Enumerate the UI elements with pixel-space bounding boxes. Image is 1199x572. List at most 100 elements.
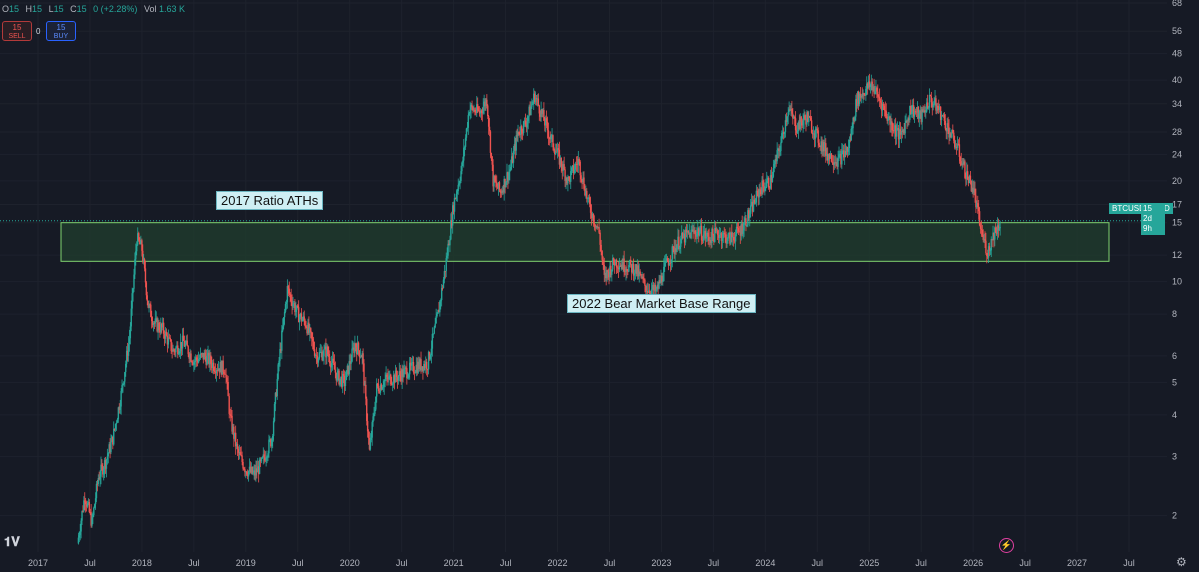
candle-body	[227, 381, 229, 397]
tradingview-logo-icon[interactable]: 𝟏𝐕	[4, 534, 20, 549]
x-axis[interactable]: 2017 Jul 2018 Jul 2019 Jul 2020 Jul 2021 Jul 2022 J…	[28, 558, 1135, 568]
candle-body	[351, 348, 353, 362]
candle-body	[374, 409, 376, 415]
x-tick-label: 2025	[859, 558, 879, 568]
candle-body	[911, 105, 914, 112]
candle-body	[749, 213, 751, 219]
candle-body	[845, 147, 848, 155]
candle-body	[403, 368, 405, 377]
candle-body	[794, 118, 797, 131]
candle-body	[683, 233, 686, 243]
candle-body	[89, 511, 91, 513]
candle-body	[826, 153, 829, 161]
candle-body	[328, 356, 331, 364]
candle-body	[460, 171, 462, 181]
candle-body	[274, 392, 277, 404]
candle-body	[779, 150, 781, 152]
candle-body	[252, 472, 254, 474]
candle-body	[831, 161, 834, 163]
candle-body	[147, 300, 149, 308]
candle-body	[213, 370, 216, 372]
candle-body	[234, 432, 237, 447]
candle-body	[880, 102, 883, 111]
candle-body	[350, 361, 352, 364]
candle-body	[886, 116, 888, 121]
candle-body	[90, 512, 92, 526]
gear-icon[interactable]: ⚙	[1176, 555, 1187, 569]
candle-body	[766, 177, 769, 181]
candle-body	[517, 131, 519, 136]
candle-body	[731, 232, 733, 238]
candle-body	[868, 81, 871, 88]
candle-body	[282, 326, 284, 331]
candle-body	[894, 125, 897, 137]
candle-body	[889, 116, 891, 125]
y-tick-label: 40	[1172, 75, 1182, 85]
candle-body	[414, 372, 417, 374]
spread-value: 0	[36, 27, 41, 36]
candle-body	[919, 110, 921, 113]
candle-body	[809, 117, 812, 121]
candle-body	[170, 339, 172, 351]
candle-body	[736, 226, 739, 229]
candle-body	[556, 148, 559, 152]
annotation-2017-aths[interactable]: 2017 Ratio ATHs	[216, 191, 324, 210]
candle-body	[178, 351, 181, 354]
candle-body	[373, 414, 375, 417]
candle-body	[846, 147, 849, 152]
candle-body	[580, 175, 582, 180]
candle-body	[246, 471, 248, 475]
sell-button[interactable]: 15 SELL	[2, 21, 32, 41]
candle-body	[327, 346, 329, 355]
candle-body	[785, 120, 788, 122]
candle-body	[361, 353, 363, 358]
price-countdown-tag: 15 2d 9h	[1141, 203, 1165, 235]
candle-body	[588, 197, 591, 204]
buy-button[interactable]: 15 BUY	[46, 21, 76, 41]
candle-body	[311, 332, 313, 339]
candle-body	[669, 263, 672, 264]
y-tick-label: 6	[1172, 351, 1177, 361]
candle-body	[589, 203, 592, 213]
candle-body	[993, 232, 995, 240]
candle-body	[99, 476, 101, 480]
candle-body	[469, 109, 471, 114]
candle-body	[593, 222, 596, 225]
candle-body	[160, 323, 162, 333]
candle-body	[896, 127, 899, 130]
lightning-icon[interactable]: ⚡	[999, 538, 1014, 553]
candle-body	[878, 96, 880, 98]
candle-body	[299, 313, 302, 317]
candle-body	[249, 466, 252, 473]
candle-body	[199, 353, 202, 359]
candle-body	[665, 258, 668, 262]
candle-body	[447, 243, 449, 256]
candle-body	[997, 225, 1000, 231]
candle-body	[663, 266, 665, 282]
candle-body	[260, 457, 263, 462]
candle-body	[426, 369, 429, 371]
candle-body	[909, 106, 911, 120]
candle-body	[308, 322, 310, 333]
candle-body	[747, 210, 749, 226]
candle-body	[370, 437, 372, 440]
candle-body	[998, 228, 1000, 231]
candle-body	[190, 353, 192, 362]
annotation-2022-base-range[interactable]: 2022 Bear Market Base Range	[567, 294, 756, 313]
candle-body	[555, 151, 558, 153]
candle-body	[223, 372, 225, 374]
support-zone[interactable]	[60, 222, 1110, 262]
candle-body	[458, 183, 460, 185]
candle-body	[372, 416, 374, 423]
candle-body	[297, 305, 299, 308]
candle-body	[342, 373, 345, 376]
candle-body	[433, 327, 435, 334]
candle-body	[410, 362, 413, 366]
candle-body	[453, 198, 456, 212]
candle-body	[283, 311, 286, 318]
candle-body	[321, 351, 323, 361]
candle-body	[123, 381, 125, 384]
candle-body	[821, 141, 823, 152]
